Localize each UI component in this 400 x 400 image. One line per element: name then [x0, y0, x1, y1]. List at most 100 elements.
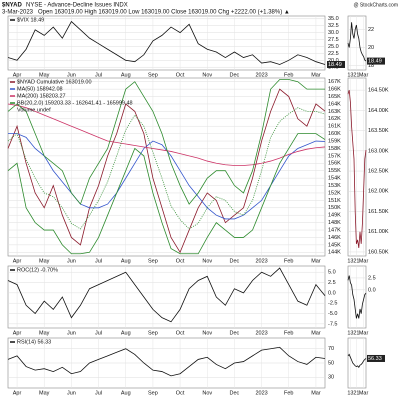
- x-tick-label: Nov: [202, 72, 212, 78]
- x-tick-label: Mar: [311, 390, 321, 396]
- y-tick-label: 163K: [328, 109, 341, 115]
- y-tick-label: 25.0: [328, 44, 339, 50]
- legend-entry: $NYAD Cumulative 163019.00: [17, 79, 92, 85]
- x-tick-label: Feb: [284, 330, 293, 336]
- value-tag-label: 56.33: [368, 356, 382, 362]
- y-tick-label: 160K: [328, 131, 341, 137]
- x-tick-label: Aug: [121, 72, 131, 78]
- x-tick-label: 21: [353, 258, 359, 264]
- x-tick-label: Feb: [284, 390, 293, 396]
- y-tick-label: 151K: [328, 198, 341, 204]
- y-tick-label: 166K: [328, 87, 341, 93]
- x-tick-label: 21: [353, 72, 359, 78]
- x-tick-label: Sep: [148, 390, 158, 396]
- x-tick-label: Sep: [148, 258, 158, 264]
- panel-frame: [7, 265, 326, 329]
- x-tick-label: 13: [347, 72, 353, 78]
- y-tick-label: -5.0: [328, 311, 337, 317]
- x-tick-label: May: [39, 330, 50, 336]
- x-tick-label: Jul: [95, 390, 102, 396]
- y-tick-label: 50: [328, 360, 334, 366]
- x-tick-label: Mar: [359, 330, 369, 336]
- y-tick-label: -7.5: [328, 321, 337, 327]
- x-tick-label: 2023: [255, 72, 267, 78]
- y-tick-label: 157K: [328, 153, 341, 159]
- y-tick-label: 20: [368, 45, 374, 51]
- x-tick-label: Oct: [176, 330, 185, 336]
- x-tick-label: Aug: [121, 330, 131, 336]
- source: @ StockCharts.com: [353, 2, 398, 8]
- y-tick-label: 167K: [328, 79, 341, 85]
- panel-frame: [347, 265, 367, 329]
- x-tick-label: Oct: [176, 390, 185, 396]
- y-tick-label: 163.50K: [368, 128, 389, 134]
- y-tick-label: 20.0: [328, 58, 339, 64]
- y-tick-label: 162.50K: [368, 168, 389, 174]
- legend-entry: $VIX 18.49: [17, 17, 44, 23]
- y-tick-label: 27.5: [328, 37, 339, 43]
- x-tick-label: Dec: [230, 258, 240, 264]
- y-tick-label: 0.0: [368, 287, 376, 293]
- legend-entry: BB(20,2.0) 159203.33 - 162641.41 - 16599…: [17, 100, 133, 106]
- x-tick-label: Apr: [13, 258, 22, 264]
- y-tick-label: 22: [368, 27, 374, 33]
- y-tick-label: 146K: [328, 235, 341, 241]
- x-tick-label: 2023: [255, 330, 267, 336]
- x-tick-label: Nov: [202, 330, 212, 336]
- x-tick-label: May: [39, 390, 50, 396]
- x-tick-label: Apr: [13, 72, 22, 78]
- y-tick-label: 32.5: [328, 23, 339, 29]
- x-tick-label: Feb: [284, 72, 293, 78]
- legend-entry: MA(200) 158203.27: [17, 93, 66, 99]
- x-tick-label: Nov: [202, 258, 212, 264]
- x-tick-label: Apr: [13, 390, 22, 396]
- x-tick-label: May: [39, 258, 50, 264]
- y-tick-label: 152K: [328, 190, 341, 196]
- y-tick-label: 149K: [328, 213, 341, 219]
- y-tick-label: 22.5: [328, 51, 339, 57]
- y-tick-label: 165K: [328, 94, 341, 100]
- x-tick-label: Sep: [148, 330, 158, 336]
- value-tag: [327, 60, 345, 68]
- y-tick-label: -2.5: [328, 301, 337, 307]
- x-tick-label: 13: [347, 390, 353, 396]
- y-tick-label: 164K: [328, 101, 341, 107]
- panel-frame: [7, 15, 326, 71]
- legend-entry: RSI(14) 56.33: [17, 339, 51, 345]
- x-tick-label: Jul: [95, 72, 102, 78]
- series-line: [7, 267, 326, 323]
- y-tick-label: 160.50K: [368, 249, 389, 255]
- symbol: $NYAD: [2, 3, 22, 9]
- x-tick-label: Mar: [311, 330, 321, 336]
- x-tick-label: May: [39, 72, 50, 78]
- x-tick-label: Jun: [67, 72, 76, 78]
- series-line: [7, 88, 326, 254]
- y-tick-label: 162.00K: [368, 189, 389, 195]
- quote: Open 163019.00 High 163019.00 Low 163019…: [38, 10, 290, 16]
- panel-frame: [347, 337, 367, 389]
- value-tag-label: 18.49: [368, 59, 382, 65]
- x-tick-label: 2023: [255, 390, 267, 396]
- value-tag: [367, 57, 385, 65]
- x-tick-label: Nov: [202, 390, 212, 396]
- x-tick-label: Mar: [311, 258, 321, 264]
- x-tick-label: 21: [353, 330, 359, 336]
- x-tick-label: Dec: [230, 390, 240, 396]
- y-tick-label: 162K: [328, 116, 341, 122]
- series-line: [7, 103, 326, 166]
- legend-entry: ROC(12) -0.70%: [17, 267, 58, 273]
- x-tick-label: Mar: [359, 72, 369, 78]
- annotation: Volume undef: [17, 107, 51, 113]
- x-tick-label: Jul: [95, 330, 102, 336]
- x-tick-label: Jul: [95, 258, 102, 264]
- y-tick-label: 147K: [328, 227, 341, 233]
- y-tick-label: 164.50K: [368, 88, 389, 94]
- series-line: [7, 133, 326, 255]
- y-tick-label: 155K: [328, 168, 341, 174]
- date: 3-Mar-2023: [2, 10, 34, 16]
- y-tick-label: 161.50K: [368, 209, 389, 215]
- series-line: [7, 79, 325, 205]
- y-tick-label: 164.00K: [368, 108, 389, 114]
- series-line: [7, 20, 326, 65]
- x-tick-label: Jun: [67, 330, 76, 336]
